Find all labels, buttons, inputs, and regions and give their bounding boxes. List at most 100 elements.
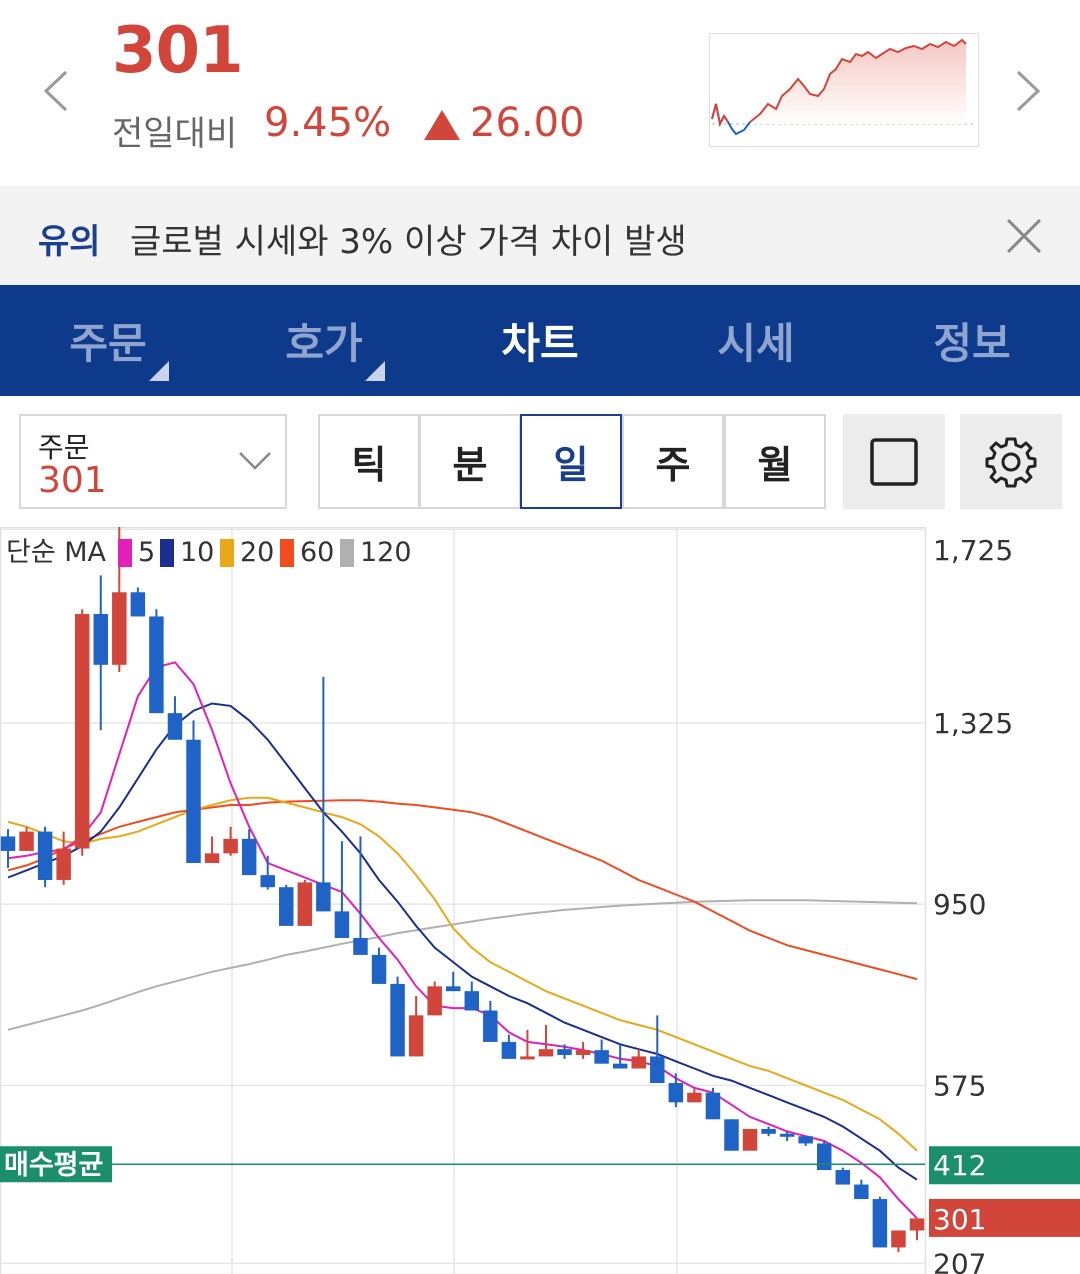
candle-body: [130, 592, 146, 617]
current-price-tag: [929, 1198, 1080, 1237]
candle-body: [112, 592, 127, 665]
tab-orderbook-label: 호가: [285, 319, 363, 368]
candle-body: [724, 1119, 739, 1151]
candle-body: [575, 1050, 591, 1055]
chevron-left-icon[interactable]: [40, 68, 70, 114]
candle-body: [316, 882, 331, 912]
fullscreen-button[interactable]: [843, 414, 945, 509]
tab-quotes-label: 시세: [717, 319, 795, 368]
mini-area: [750, 40, 966, 124]
candle-body: [761, 1128, 776, 1134]
mini-chart-svg: [711, 38, 976, 136]
ma-line-20: [7, 796, 918, 1152]
avg-buy-price-label: 412: [933, 1149, 986, 1182]
tab-info[interactable]: 정보: [864, 285, 1080, 396]
candles: [0, 527, 925, 1253]
legend-label: 5: [138, 537, 155, 568]
candle-body: [445, 986, 461, 992]
candle-body: [427, 986, 442, 1016]
period-label: 분: [452, 443, 488, 487]
legend-swatch: [118, 539, 132, 567]
candle-body: [37, 831, 53, 880]
square-icon: [870, 437, 918, 486]
legend-prefix: 단순 MA: [6, 537, 107, 568]
candle-body: [334, 911, 350, 938]
legend-label: 20: [240, 537, 274, 568]
mini-price-chart[interactable]: [709, 33, 979, 147]
avg-buy-label: 매수평균: [4, 1150, 103, 1181]
up-triangle-icon: [424, 110, 460, 140]
tab-chart[interactable]: 차트: [432, 285, 648, 396]
order-select-label: 주문: [38, 431, 90, 464]
candle-body: [779, 1133, 795, 1137]
tab-quotes[interactable]: 시세: [648, 285, 864, 396]
period-tick-button[interactable]: 틱: [318, 414, 420, 509]
candle-body: [93, 614, 108, 665]
legend-label: 10: [180, 537, 214, 568]
candle-body: [501, 1041, 517, 1059]
candle-body: [371, 954, 387, 984]
period-month-button[interactable]: 월: [724, 414, 826, 509]
candle-body: [353, 937, 368, 955]
legend-label: 120: [360, 537, 412, 568]
settings-button[interactable]: [960, 414, 1062, 509]
candle-body: [56, 848, 71, 880]
y-tick-label: 207: [933, 1247, 986, 1274]
candle-body: [557, 1049, 572, 1055]
candle-body: [464, 991, 480, 1011]
change-value: 26.00: [470, 100, 585, 146]
tab-order[interactable]: 주문: [0, 285, 216, 396]
candle-body: [538, 1049, 554, 1057]
current-price-label: 301: [933, 1203, 986, 1236]
order-type-select[interactable]: [19, 414, 287, 509]
period-label: 월: [757, 443, 793, 487]
candle-body: [872, 1199, 888, 1248]
period-day-button[interactable]: 일: [520, 414, 622, 509]
mini-line-up: [749, 38, 967, 123]
legend-swatch: [220, 539, 234, 567]
candle-body: [186, 739, 201, 864]
candle-body: [668, 1083, 684, 1103]
tab-chart-label: 차트: [501, 319, 579, 368]
menu-corner-icon: [149, 361, 169, 381]
candle-body: [817, 1143, 832, 1171]
candle-body: [297, 882, 313, 926]
y-axis: 1,725 1,325 950 575 207 301: [929, 534, 1080, 1274]
candle-body: [650, 1056, 665, 1084]
candle-body: [835, 1170, 851, 1185]
candle-body: [742, 1128, 758, 1151]
chart-grid: [0, 527, 927, 1274]
chevron-right-icon[interactable]: [1014, 68, 1044, 114]
ma-line-60: [7, 799, 918, 981]
candle-body: [612, 1063, 628, 1069]
tab-orderbook[interactable]: 호가: [216, 285, 432, 396]
candle-body: [19, 831, 34, 851]
period-week-button[interactable]: 주: [622, 414, 724, 509]
avg-buy-tag: [0, 1146, 112, 1183]
candle-body: [909, 1218, 925, 1231]
chart-overlays: 매수평균 412: [0, 1146, 1080, 1185]
candle-body: [149, 616, 164, 714]
tab-order-label: 주문: [69, 319, 147, 368]
candle-body: [705, 1092, 721, 1120]
legend-swatch: [160, 539, 174, 567]
notice-bar: [0, 186, 1080, 285]
close-icon[interactable]: [1006, 218, 1042, 254]
avg-buy-price-tag: [929, 1146, 1080, 1185]
candle-body: [0, 836, 16, 851]
gear-icon: [985, 437, 1037, 487]
tab-info-label: 정보: [933, 319, 1011, 368]
candle-body: [798, 1136, 813, 1144]
period-minute-button[interactable]: 분: [419, 414, 521, 509]
plot-border: [0, 527, 927, 1274]
legend-label: 60: [300, 537, 334, 568]
mini-line-early: [711, 103, 729, 128]
candle-body: [223, 838, 238, 854]
period-label: 일: [553, 443, 589, 487]
menu-corner-icon: [365, 361, 385, 381]
current-price: 301: [112, 14, 244, 88]
candle-body: [74, 614, 90, 849]
y-tick-label: 1,325: [933, 707, 1013, 740]
y-tick-label: 1,725: [933, 534, 1013, 567]
candlestick-chart[interactable]: 매수평균 412 단순 MA 5 10 20 60 120 1,725 1,325 950 575…: [0, 527, 1080, 1274]
